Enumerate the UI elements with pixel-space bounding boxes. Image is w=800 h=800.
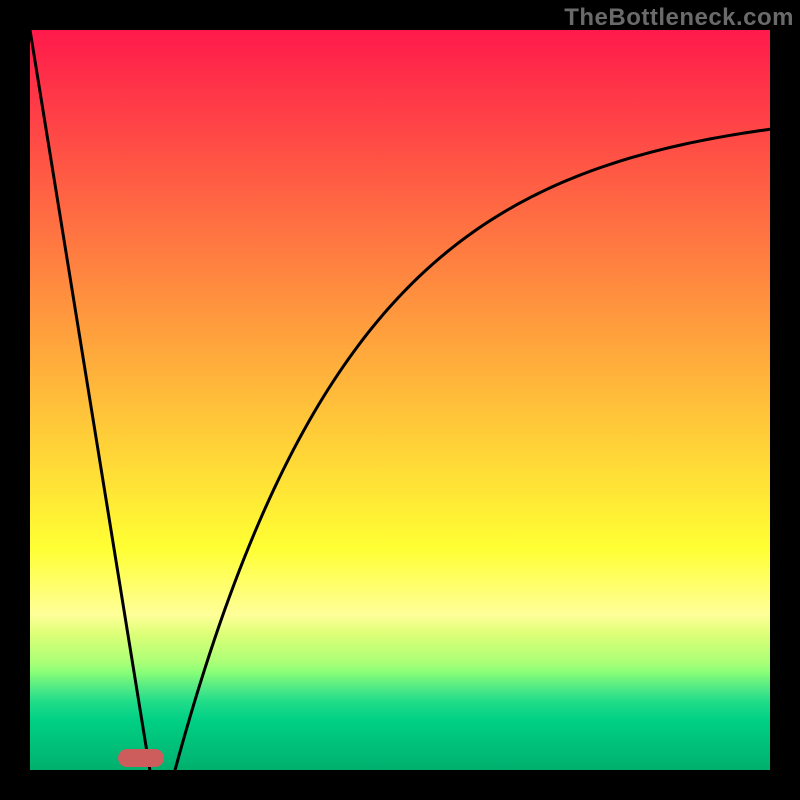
bottleneck-curves xyxy=(30,30,770,770)
left-line xyxy=(30,30,150,770)
optimal-marker xyxy=(118,749,164,767)
chart-container: TheBottleneck.com xyxy=(0,0,800,800)
plot-area xyxy=(30,30,770,770)
right-curve xyxy=(175,129,770,770)
watermark-text: TheBottleneck.com xyxy=(564,4,794,32)
